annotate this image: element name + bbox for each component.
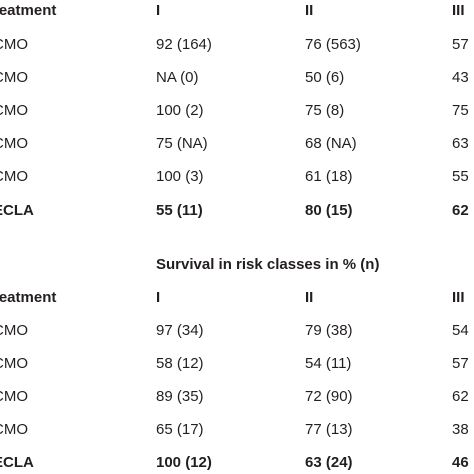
class-i-cell: 75 (NA) <box>156 135 208 152</box>
class-i-cell: NA (0) <box>156 69 199 86</box>
treatment-cell: CMO <box>0 102 28 119</box>
table2-header-class-iii: III <box>452 289 465 306</box>
class-iii-cell: 63 <box>452 135 469 152</box>
class-iii-cell: 75 <box>452 102 469 119</box>
table1-header-class-ii: II <box>305 2 314 19</box>
class-ii-cell: 79 (38) <box>305 322 353 339</box>
class-ii-cell: 80 (15) <box>305 202 353 219</box>
class-ii-cell: 61 (18) <box>305 168 353 185</box>
class-ii-cell: 54 (11) <box>305 355 352 372</box>
table2-header-treatment: reatment <box>0 289 57 306</box>
class-i-cell: 100 (12) <box>156 454 212 471</box>
class-ii-cell: 68 (NA) <box>305 135 357 152</box>
class-ii-cell: 72 (90) <box>305 388 353 405</box>
class-iii-cell: 54 <box>452 322 469 339</box>
table-caption: Survival in risk classes in % (n) <box>156 256 380 273</box>
class-iii-cell: 62 <box>452 388 469 405</box>
class-i-cell: 100 (2) <box>156 102 204 119</box>
class-iii-cell: 43 <box>452 69 469 86</box>
treatment-cell: CMO <box>0 36 28 53</box>
class-iii-cell: 57 <box>452 355 469 372</box>
treatment-cell: CMO <box>0 168 28 185</box>
treatment-cell: ECLA <box>0 202 34 219</box>
class-i-cell: 92 (164) <box>156 36 212 53</box>
table1-header-class-i: I <box>156 2 161 19</box>
class-i-cell: 100 (3) <box>156 168 204 185</box>
class-iii-cell: 57 <box>452 36 469 53</box>
treatment-cell: CMO <box>0 355 28 372</box>
treatment-cell: CMO <box>0 69 28 86</box>
class-ii-cell: 76 (563) <box>305 36 361 53</box>
class-i-cell: 89 (35) <box>156 388 204 405</box>
treatment-cell: CMO <box>0 388 28 405</box>
class-i-cell: 55 (11) <box>156 202 203 219</box>
class-ii-cell: 50 (6) <box>305 69 345 86</box>
table1-header-treatment: reatment <box>0 2 57 19</box>
class-i-cell: 65 (17) <box>156 421 204 438</box>
treatment-cell: CMO <box>0 322 28 339</box>
class-ii-cell: 63 (24) <box>305 454 353 471</box>
class-ii-cell: 75 (8) <box>305 102 345 119</box>
table2-header-class-ii: II <box>305 289 314 306</box>
class-i-cell: 58 (12) <box>156 355 204 372</box>
treatment-cell: ECLA <box>0 454 34 471</box>
class-iii-cell: 46 <box>452 454 469 471</box>
class-iii-cell: 55 <box>452 168 469 185</box>
class-iii-cell: 38 <box>452 421 469 438</box>
class-i-cell: 97 (34) <box>156 322 204 339</box>
class-ii-cell: 77 (13) <box>305 421 353 438</box>
class-iii-cell: 62 <box>452 202 469 219</box>
table1-header-class-iii: III <box>452 2 465 19</box>
treatment-cell: CMO <box>0 135 28 152</box>
table2-header-class-i: I <box>156 289 161 306</box>
treatment-cell: CMO <box>0 421 28 438</box>
